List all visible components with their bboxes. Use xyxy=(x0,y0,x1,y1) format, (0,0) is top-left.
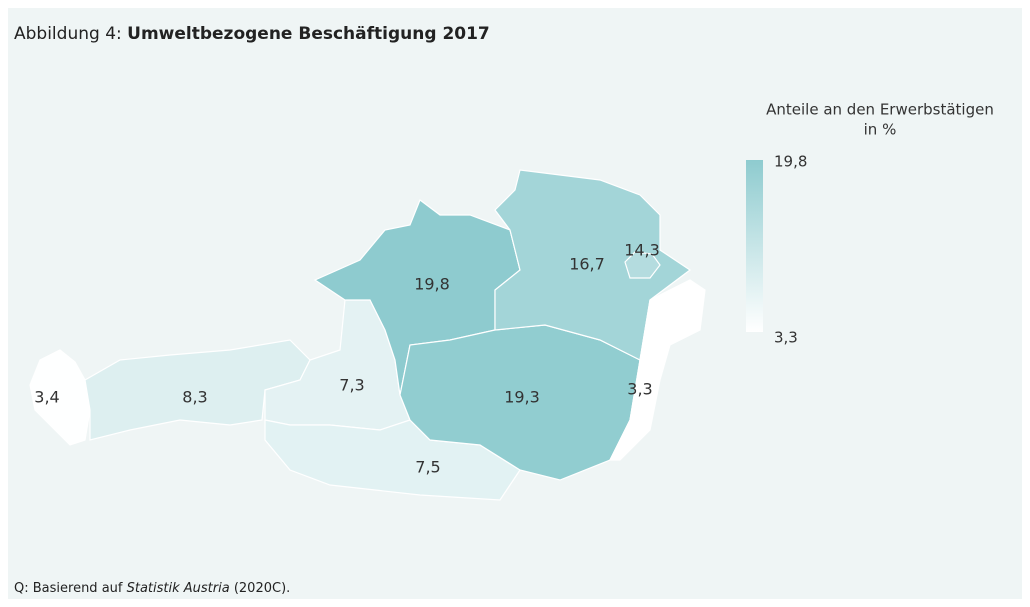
region-label: 7,5 xyxy=(415,458,440,477)
legend-min: 3,3 xyxy=(774,329,798,347)
region-label: 7,3 xyxy=(339,376,364,395)
region-label: 8,3 xyxy=(182,388,207,407)
region-label: 3,3 xyxy=(627,380,652,399)
legend-max: 19,8 xyxy=(774,153,807,171)
region xyxy=(609,279,706,461)
region xyxy=(494,169,692,361)
region xyxy=(624,251,661,279)
figure-title: Abbildung 4: Umweltbezogene Beschäftigun… xyxy=(14,24,490,44)
title-text: Umweltbezogene Beschäftigung 2017 xyxy=(127,24,490,44)
source-note: Q: Basierend auf Statistik Austria (2020… xyxy=(14,581,290,596)
region-label: 3,4 xyxy=(34,388,59,407)
title-prefix: Abbildung 4: xyxy=(14,24,128,44)
region-label: 16,7 xyxy=(569,255,605,274)
region-label: 19,8 xyxy=(414,275,450,294)
region xyxy=(29,349,91,446)
source-italic: Statistik Austria xyxy=(126,581,230,596)
region-label: 14,3 xyxy=(624,241,660,260)
source-text: Q: Basierend auf xyxy=(14,581,127,596)
region-label: 19,3 xyxy=(504,388,540,407)
legend-gradient xyxy=(746,160,763,332)
legend-title: Anteile an den Erwerbstätigen xyxy=(766,101,994,119)
source-text: (2020C). xyxy=(229,581,291,596)
legend-title: in % xyxy=(864,121,897,139)
